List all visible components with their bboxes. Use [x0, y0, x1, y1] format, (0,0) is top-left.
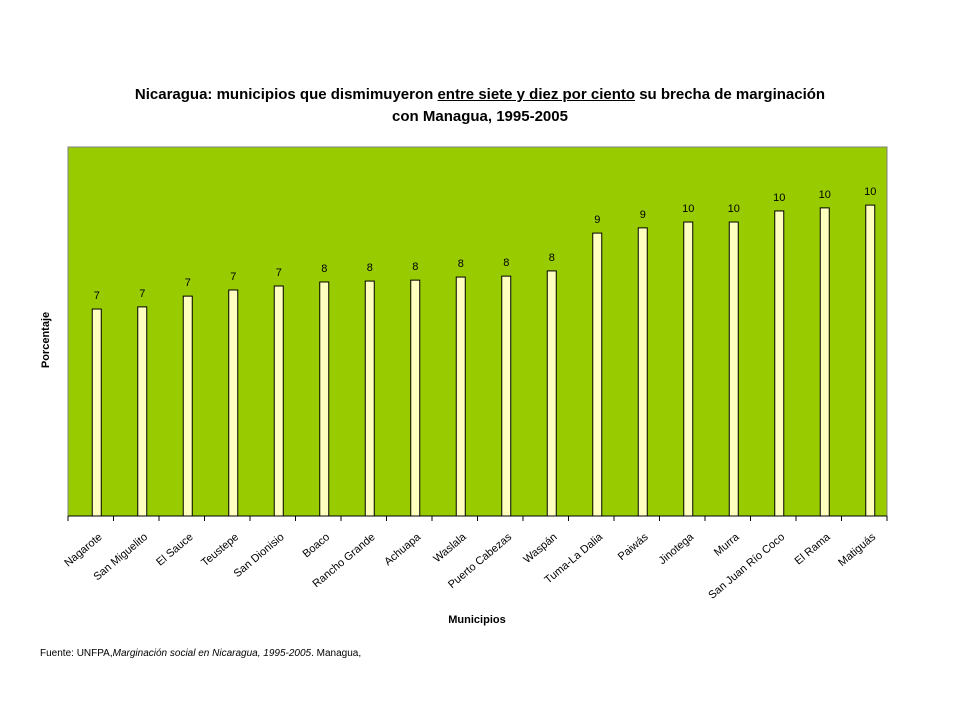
- x-tick-label: San Dionisio: [232, 531, 287, 580]
- title-underlined: entre siete y diez por ciento: [437, 86, 636, 103]
- data-label: 10: [819, 189, 831, 201]
- source: Fuente: UNFPA,Marginación social en Nica…: [40, 648, 361, 659]
- bar: [637, 227, 648, 517]
- data-label: 10: [728, 203, 740, 215]
- x-tick-label: Boaco: [301, 531, 333, 560]
- bar: [455, 276, 466, 517]
- x-tick-label: Matiguás: [836, 531, 878, 569]
- data-label: 9: [594, 214, 600, 226]
- y-axis-label: Porcentaje: [40, 312, 52, 368]
- data-label: 8: [367, 262, 373, 274]
- bar: [91, 308, 102, 517]
- data-label: 8: [458, 258, 464, 270]
- x-tick-label: Achuapa: [382, 531, 424, 569]
- bar: [865, 204, 876, 517]
- bar: [546, 270, 557, 517]
- x-tick-label: El Rama: [793, 531, 834, 568]
- data-label: 7: [94, 290, 100, 302]
- bar: [774, 210, 785, 517]
- x-axis-label: Municipios: [448, 614, 505, 626]
- plot-area: [67, 146, 888, 517]
- x-tick-label: Teustepe: [199, 531, 241, 569]
- x-tick-label: Jinotega: [657, 531, 697, 567]
- x-tick-label: Nagarote: [62, 531, 104, 569]
- data-label: 8: [412, 261, 418, 273]
- chart-title: Nicaragua: municipios que dismimuyeron e…: [0, 84, 960, 128]
- bar: [683, 221, 694, 517]
- bar: [410, 279, 421, 517]
- data-label: 10: [682, 203, 694, 215]
- data-label: 10: [773, 192, 785, 204]
- bar: [728, 221, 739, 517]
- x-tick-label: San Juan Río Coco: [706, 531, 787, 602]
- bar: [273, 285, 284, 517]
- bar: [592, 232, 603, 517]
- data-label: 7: [185, 277, 191, 289]
- title-part: Nicaragua: municipios que dismimuyeron: [134, 86, 438, 103]
- x-tick-label: Waslala: [431, 531, 469, 566]
- source-italic: Marginación social en Nicaragua, 1995-20…: [112, 648, 312, 659]
- bar: [319, 281, 330, 517]
- bar: [137, 306, 148, 517]
- x-tick-label: Paiwás: [616, 531, 651, 563]
- x-tick-label: Waspán: [521, 531, 559, 566]
- title-line2: con Managua, 1995-2005: [392, 108, 568, 125]
- data-label: 8: [321, 263, 327, 275]
- x-tick-label: El Sauce: [154, 531, 195, 568]
- data-label: 7: [139, 288, 145, 300]
- data-label: 8: [549, 252, 555, 264]
- data-label: 7: [276, 267, 282, 279]
- title-part: su brecha de marginación: [635, 86, 826, 103]
- data-label: 7: [230, 271, 236, 283]
- data-label: 10: [864, 186, 876, 198]
- bar: [501, 275, 512, 517]
- data-label: 8: [503, 257, 509, 269]
- bar: [228, 289, 239, 517]
- bar: [182, 295, 193, 517]
- data-label: 9: [640, 209, 646, 221]
- bar: [819, 207, 830, 517]
- bar: [364, 280, 375, 517]
- source-part: . Managua,: [311, 648, 362, 659]
- x-tick-label: Murra: [712, 531, 742, 559]
- source-part: Fuente: UNFPA,: [40, 648, 113, 659]
